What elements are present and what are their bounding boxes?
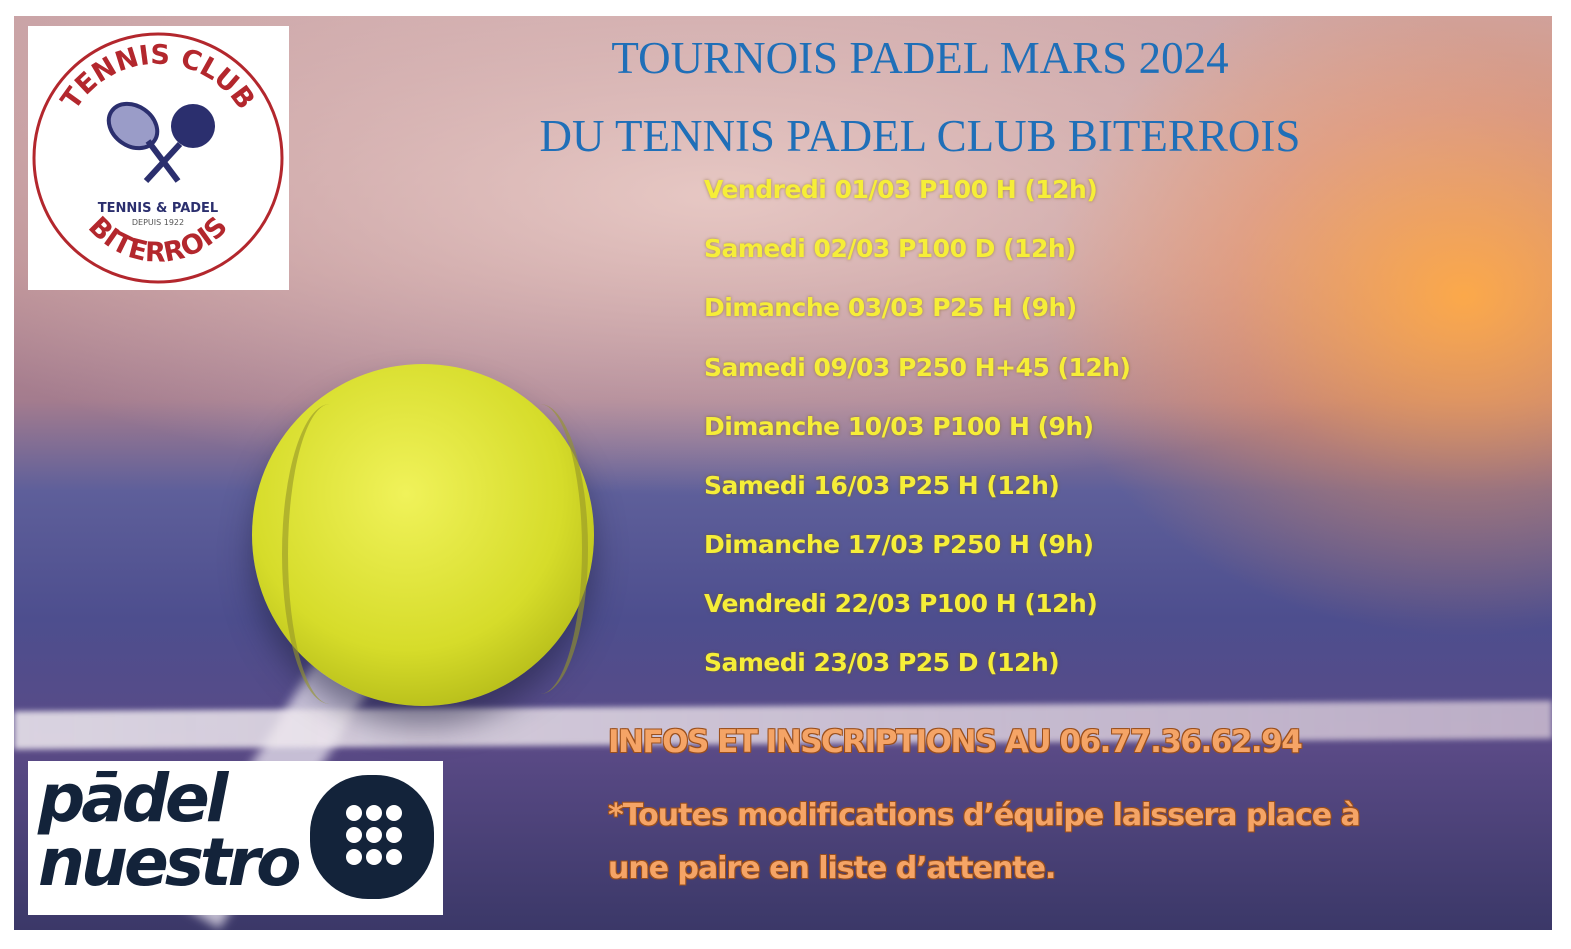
title-line-1: TOURNOIS PADEL MARS 2024 — [611, 33, 1229, 83]
schedule-item: Dimanche 10/03 P100 H (9h) — [704, 412, 1094, 441]
logo-since: DEPUIS 1922 — [132, 218, 184, 227]
schedule-item: Samedi 16/03 P25 H (12h) — [704, 471, 1060, 500]
note-line-1: *Toutes modifications d’équipe laissera … — [608, 798, 1361, 833]
sponsor-logo: pādel nuestro — [28, 761, 443, 915]
club-logo: TENNIS CLUB BITERROIS TENNIS & PADEL DEP… — [28, 26, 289, 290]
padel-ball-icon — [310, 775, 434, 899]
logo-subtitle: TENNIS & PADEL — [98, 201, 218, 216]
note-line-2: une paire en liste d’attente. — [608, 851, 1056, 886]
sponsor-logo-line1: pādel — [38, 760, 228, 837]
schedule-item: Dimanche 03/03 P25 H (9h) — [704, 293, 1077, 322]
schedule-item: Samedi 23/03 P25 D (12h) — [704, 648, 1060, 677]
logo-text-top: TENNIS CLUB — [55, 40, 260, 116]
schedule-item: Samedi 02/03 P100 D (12h) — [704, 234, 1077, 263]
schedule-item: Samedi 09/03 P250 H+45 (12h) — [704, 353, 1131, 382]
schedule-item: Vendredi 01/03 P100 H (12h) — [704, 175, 1098, 204]
contact-info: INFOS ET INSCRIPTIONS AU 06.77.36.62.94 — [608, 724, 1303, 760]
svg-text:TENNIS CLUB: TENNIS CLUB — [55, 40, 260, 116]
tennis-ball-image — [252, 364, 594, 706]
schedule-item: Vendredi 22/03 P100 H (12h) — [704, 589, 1098, 618]
schedule-item: Dimanche 17/03 P250 H (9h) — [704, 530, 1094, 559]
rackets-icon — [106, 101, 215, 184]
title-line-2: DU TENNIS PADEL CLUB BITERROIS — [539, 111, 1301, 161]
sponsor-logo-line2: nuestro — [38, 824, 301, 901]
